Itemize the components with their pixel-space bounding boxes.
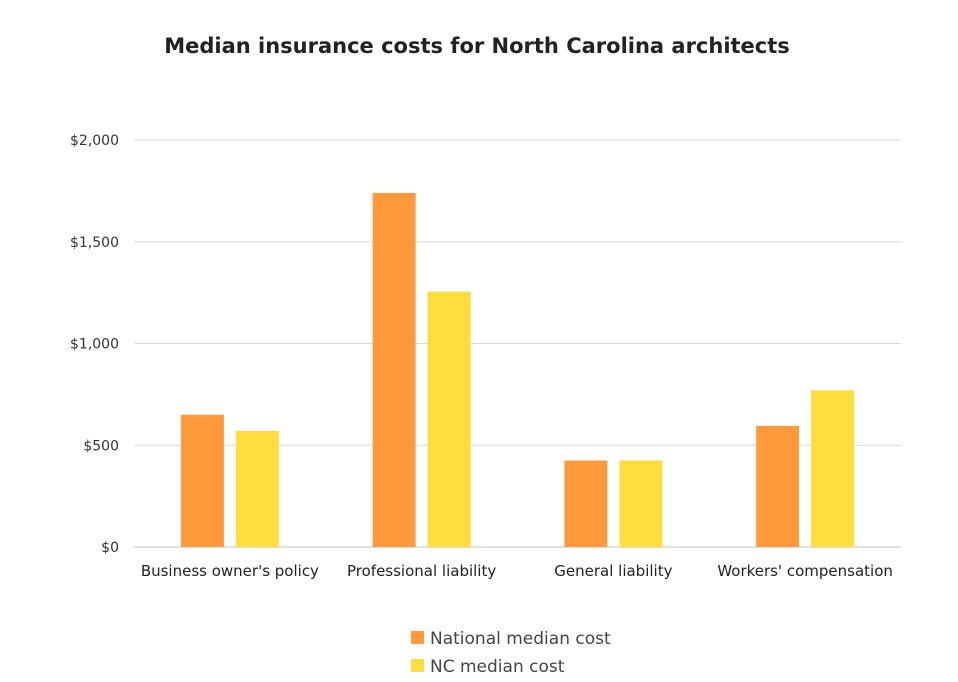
bar-nc-1 [427,291,471,547]
y-tick-label: $500 [83,438,119,454]
x-category-label: Professional liability [347,562,496,580]
chart-title: Median insurance costs for North Carolin… [164,34,790,58]
bar-nc-2 [619,460,663,547]
y-tick-label: $2,000 [70,133,119,149]
bar-national-1 [372,192,416,547]
bar-nc-0 [235,431,279,547]
bar-national-3 [756,425,800,547]
legend-swatch-national [411,631,424,644]
bar-nc-3 [811,390,855,547]
y-tick-label: $0 [101,540,119,556]
y-tick-label: $1,500 [70,235,119,251]
bar-national-2 [564,460,608,547]
legend-swatch-nc [411,659,424,672]
legend: National median cost NC median cost [411,629,611,677]
legend-label-nc: NC median cost [430,657,565,677]
y-tick-label: $1,000 [70,337,119,353]
x-category-label: Workers' compensation [717,562,893,580]
y-axis-ticks: $0 $500 $1,000 $1,500 $2,000 [70,133,119,556]
bar-national-0 [180,414,224,547]
x-category-label: General liability [554,562,672,580]
x-category-label: Business owner's policy [141,562,319,580]
bars [180,192,855,547]
x-axis-categories: Business owner's policy Professional liab… [141,562,893,580]
legend-label-national: National median cost [430,629,611,649]
